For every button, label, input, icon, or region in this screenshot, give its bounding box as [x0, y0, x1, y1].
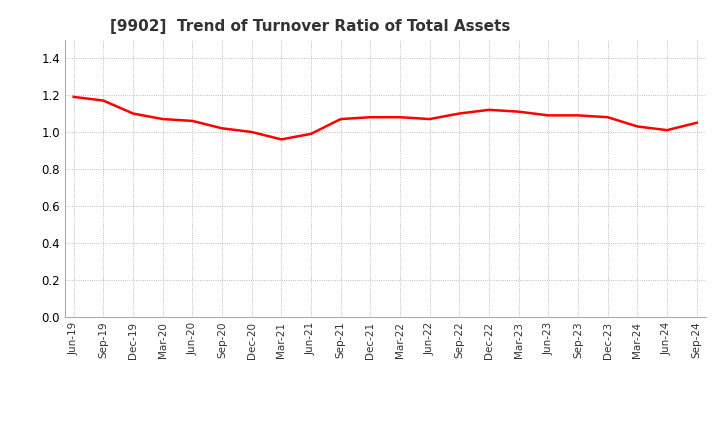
Text: [9902]  Trend of Turnover Ratio of Total Assets: [9902] Trend of Turnover Ratio of Total …	[109, 19, 510, 34]
